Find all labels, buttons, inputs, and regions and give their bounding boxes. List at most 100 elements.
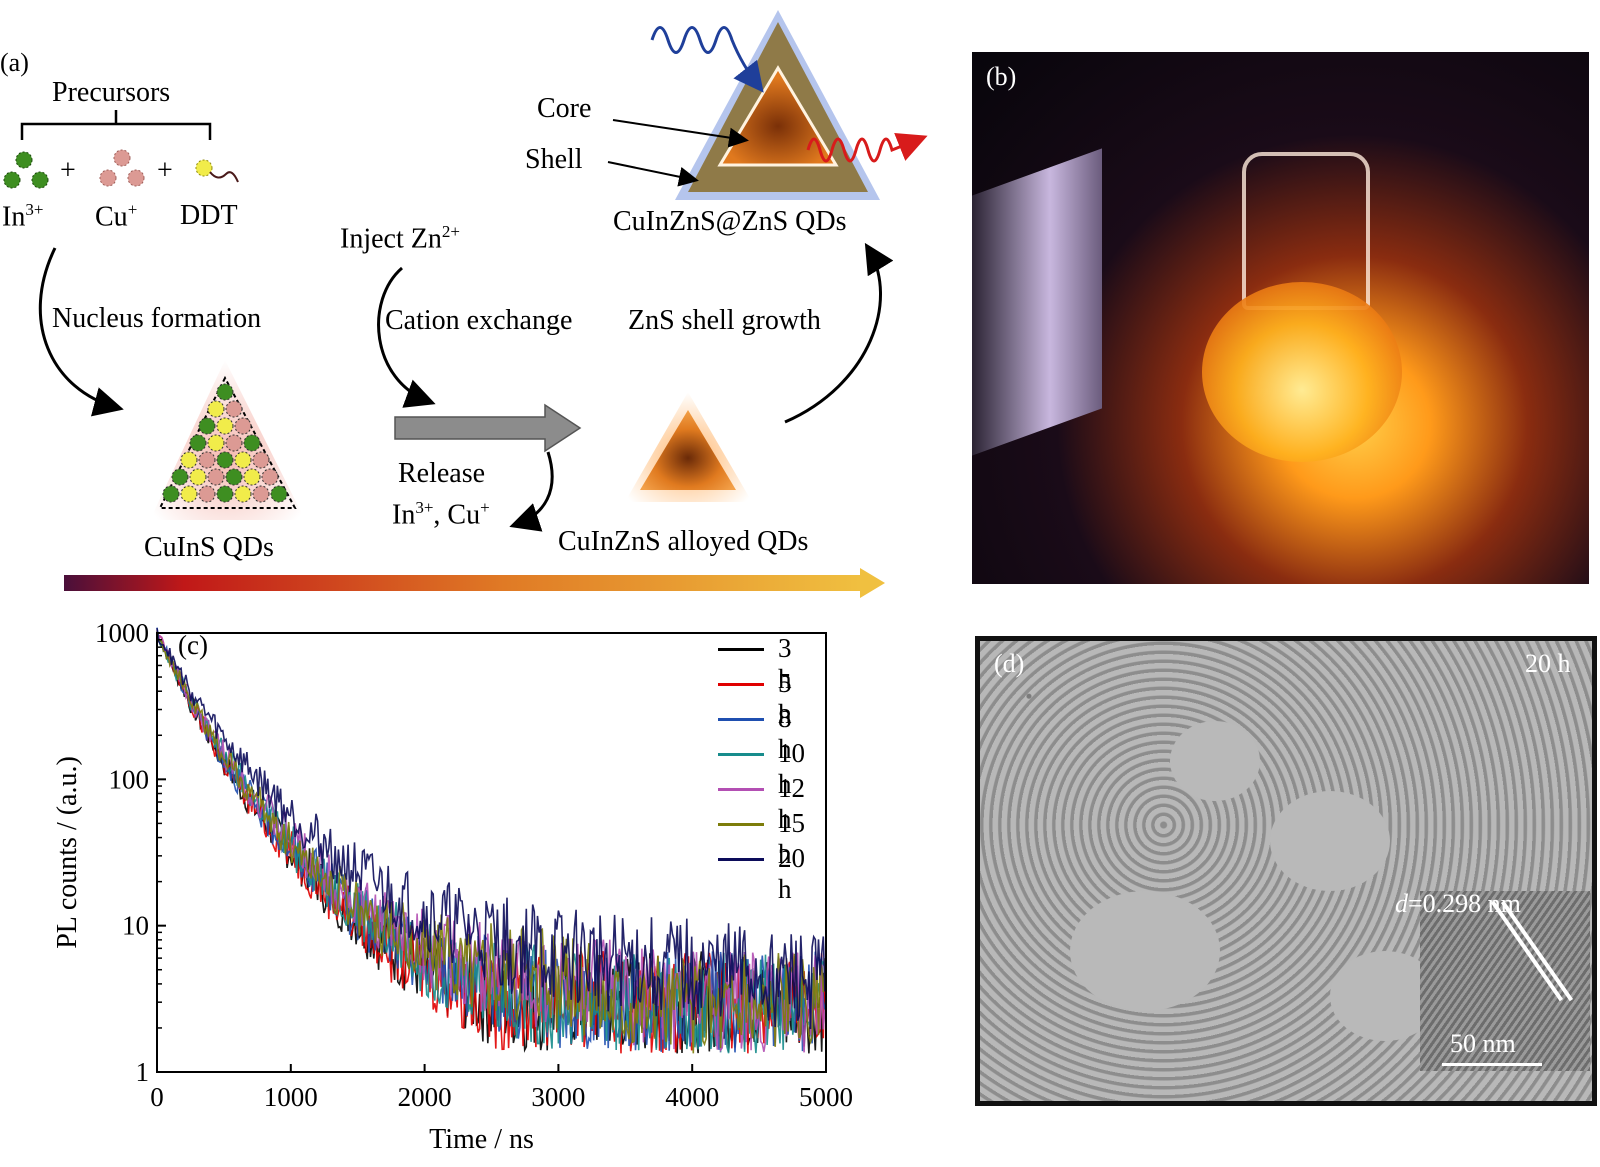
tem-image: (d) 20 h d=0.298 nm 50 nm <box>975 636 1597 1106</box>
core-shell-qd-icon <box>675 10 880 200</box>
cluster-atom <box>270 485 288 503</box>
x-tick-label: 3000 <box>531 1082 585 1112</box>
legend-swatch <box>718 858 764 861</box>
release-ions-label: In3+, Cu+ <box>392 498 490 531</box>
cluster-atom <box>171 468 189 486</box>
cluster-atom <box>207 434 225 452</box>
excitation-wave <box>650 26 764 93</box>
legend-swatch <box>718 823 764 826</box>
alloyed-qds-label: CuInZnS alloyed QDs <box>558 526 809 557</box>
release-label: Release <box>398 458 486 489</box>
legend-swatch <box>718 718 764 721</box>
cluster-atom <box>252 485 270 503</box>
x-tick-label: 4000 <box>665 1082 719 1112</box>
scale-bar <box>1442 1063 1542 1066</box>
shell-growth-arrow <box>784 242 894 424</box>
scale-bar-label: 50 nm <box>1450 1029 1516 1058</box>
pl-decay-chart: 0 1000 2000 3000 4000 5000 1 10 100 1000 Time / ns… <box>52 618 853 1155</box>
process-arrow <box>394 403 582 453</box>
cation-exchange-arrow <box>377 266 436 408</box>
legend-label: 20 h <box>778 843 805 904</box>
flask-liquid <box>1202 282 1402 462</box>
panel-a-letter: (a) <box>0 48 29 77</box>
cluster-atom <box>234 417 252 435</box>
culns-qd-cluster <box>150 360 305 520</box>
y-tick-label: 1000 <box>95 618 149 648</box>
cluster-atom <box>198 417 216 435</box>
cluster-atom <box>216 485 234 503</box>
cluster-atom <box>207 468 225 486</box>
legend-swatch <box>718 753 764 756</box>
legend-label: 3 h <box>778 633 792 694</box>
ddt-ligand-icon <box>195 159 239 183</box>
cluster-atom <box>243 434 261 452</box>
cluster-atom <box>180 451 198 469</box>
x-tick-label: 2000 <box>398 1082 452 1112</box>
panel-c-letter: (c) <box>178 630 208 660</box>
emission-wave <box>806 132 928 163</box>
precursors-label: Precursors <box>52 77 171 108</box>
progress-gradient-bar <box>64 568 885 598</box>
x-tick-label: 5000 <box>799 1082 853 1112</box>
cluster-atom <box>234 485 252 503</box>
core-pointer <box>612 119 749 148</box>
inject-zn-label: Inject Zn2+ <box>340 222 460 255</box>
cluster-atom <box>198 451 216 469</box>
x-axis-label: Time / ns <box>429 1124 534 1155</box>
cluster-atom <box>216 383 234 401</box>
cluster-atom <box>234 451 252 469</box>
panel-b-letter: (b) <box>986 62 1017 91</box>
cluster-atom <box>180 485 198 503</box>
series-line-20h <box>156 628 826 1030</box>
cluster-atom <box>162 485 180 503</box>
legend-swatch <box>718 683 764 686</box>
panel-d-letter: (d) <box>994 649 1025 678</box>
time-label: 20 h <box>1525 649 1571 678</box>
culns-qds-label: CuInS QDs <box>144 532 274 563</box>
legend-label: 12 h <box>778 773 805 834</box>
cluster-atom <box>198 485 216 503</box>
cluster-atom <box>252 451 270 469</box>
plus-sign-2: + <box>157 155 173 186</box>
flask-photo: (b) <box>972 52 1589 584</box>
ddt-label: DDT <box>180 200 238 231</box>
nucleus-arrow <box>38 247 124 417</box>
y-tick-label: 1 <box>136 1057 150 1087</box>
nucleus-formation-label: Nucleus formation <box>52 303 262 334</box>
uv-lamp <box>972 148 1102 456</box>
in-ion-icon <box>3 151 49 189</box>
cluster-atom <box>261 468 279 486</box>
cu-ion-label: Cu+ <box>95 200 138 233</box>
legend-label: 10 h <box>778 738 805 799</box>
plot-frame <box>156 632 827 1073</box>
cluster-atom <box>225 434 243 452</box>
in-ion-label: In3+ <box>2 200 44 233</box>
core-shell-qds-label: CuInZnS@ZnS QDs <box>613 206 847 237</box>
legend-label: 5 h <box>778 668 792 729</box>
cation-exchange-label: Cation exchange <box>385 305 573 336</box>
cluster-atom <box>225 400 243 418</box>
x-tick-label: 1000 <box>264 1082 318 1112</box>
d-spacing-label: d=0.298 nm <box>1395 889 1521 918</box>
legend-label: 8 h <box>778 703 792 764</box>
shell-label: Shell <box>525 144 583 175</box>
legend-label: 15 h <box>778 808 805 869</box>
x-tick-label: 0 <box>150 1082 164 1112</box>
cluster-atom <box>189 434 207 452</box>
legend-swatch <box>718 648 764 651</box>
core-label: Core <box>537 93 592 124</box>
zns-shell-growth-label: ZnS shell growth <box>628 305 821 336</box>
y-tick-label: 100 <box>109 764 150 794</box>
cluster-atom <box>207 400 225 418</box>
cluster-atom <box>216 417 234 435</box>
legend-swatch <box>718 788 764 791</box>
synthesis-scheme <box>3 10 928 598</box>
series-line-15h <box>156 630 826 1054</box>
cluster-atom <box>189 468 207 486</box>
plus-sign-1: + <box>60 155 76 186</box>
cluster-atom <box>243 468 261 486</box>
alloyed-qd-icon <box>625 392 752 502</box>
cluster-atom <box>225 468 243 486</box>
y-tick-label: 10 <box>122 911 149 941</box>
